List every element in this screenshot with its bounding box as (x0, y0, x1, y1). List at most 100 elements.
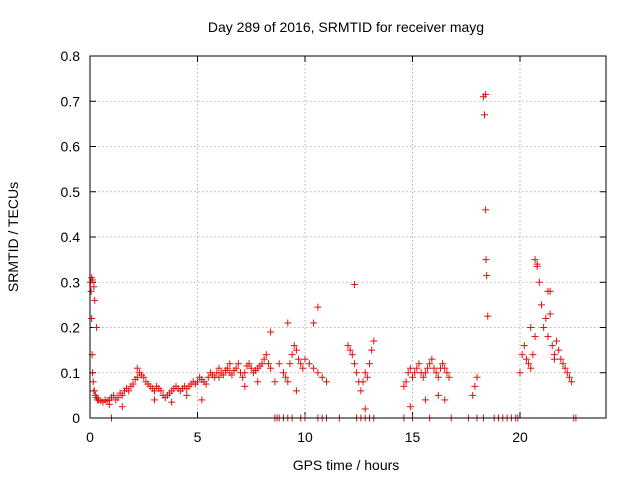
data-point (370, 337, 378, 345)
data-point (292, 387, 300, 395)
data-point (224, 364, 232, 372)
y-tick-label: 0.3 (61, 274, 81, 290)
data-point (426, 360, 434, 368)
data-point (413, 364, 421, 372)
data-points (86, 90, 580, 422)
data-point (544, 333, 552, 341)
data-point (318, 373, 326, 381)
data-point (288, 351, 296, 359)
data-point (529, 351, 537, 359)
data-point (129, 380, 137, 388)
x-tick-label: 5 (194, 429, 202, 445)
data-point (157, 387, 165, 395)
data-point (357, 387, 365, 395)
data-point (557, 355, 565, 363)
data-point (527, 364, 535, 372)
data-point (350, 281, 358, 289)
data-point (245, 360, 253, 368)
data-point (151, 387, 158, 395)
y-tick-label: 0.4 (61, 229, 81, 245)
data-point (565, 373, 573, 381)
x-tick-label: 0 (86, 429, 94, 445)
data-point (241, 369, 249, 377)
data-point (264, 360, 272, 368)
data-point (548, 342, 556, 350)
data-point (484, 312, 492, 320)
data-point (348, 351, 356, 359)
data-point (366, 360, 373, 368)
y-tick-label: 0.7 (61, 93, 81, 109)
x-axis-label: GPS time / hours (293, 457, 400, 473)
data-point (346, 346, 354, 354)
data-point (419, 373, 427, 381)
data-point (518, 351, 526, 359)
chart-title: Day 289 of 2016, SRMTID for receiver may… (208, 19, 484, 35)
y-tick-label: 0.5 (61, 184, 81, 200)
x-tick-label: 10 (297, 429, 313, 445)
data-point (540, 324, 548, 331)
data-point (267, 328, 275, 336)
data-point (168, 398, 176, 406)
data-point (363, 373, 371, 381)
data-point (527, 324, 535, 331)
data-point (359, 378, 367, 386)
y-tick-label: 0.8 (61, 48, 81, 64)
data-point (368, 346, 376, 354)
data-point (421, 369, 429, 377)
data-point (421, 396, 429, 404)
axis-ticks: 0 0.1 0.2 0.3 0.4 0.5 0.6 0.7 0.8 0 5 10 15 20 (61, 48, 606, 445)
y-tick-label: 0.2 (61, 320, 81, 336)
data-point (323, 378, 330, 386)
data-point (234, 360, 242, 368)
data-point (247, 364, 255, 372)
data-point (286, 360, 294, 368)
data-point (133, 373, 141, 381)
data-point (290, 342, 298, 350)
data-point (544, 287, 552, 295)
grid-lines (90, 56, 606, 418)
data-point (198, 396, 206, 404)
data-point (92, 324, 100, 331)
data-point (525, 360, 533, 368)
data-point (284, 378, 292, 386)
data-point (292, 346, 300, 354)
data-point (553, 337, 561, 345)
data-point (445, 373, 453, 381)
data-point (533, 262, 541, 270)
data-point (87, 287, 95, 295)
data-point (411, 369, 419, 377)
data-point (219, 371, 227, 379)
data-point (118, 403, 126, 411)
data-point (284, 319, 292, 327)
data-point (535, 278, 543, 286)
data-point (522, 355, 530, 363)
data-point (151, 396, 158, 404)
data-point (88, 314, 96, 322)
data-point (297, 360, 305, 368)
data-point (228, 371, 236, 379)
data-point (254, 378, 262, 386)
data-point (260, 355, 268, 363)
data-point (267, 364, 275, 372)
data-point (482, 256, 490, 264)
y-tick-label: 0 (72, 410, 80, 426)
data-point (202, 380, 210, 388)
data-point (133, 364, 141, 372)
data-point (561, 364, 569, 372)
data-point (226, 360, 234, 368)
data-point (439, 360, 447, 368)
data-point (520, 342, 528, 350)
data-point (406, 403, 414, 411)
data-point (361, 369, 369, 377)
data-point (239, 373, 247, 381)
data-point (232, 364, 240, 372)
data-point (310, 319, 318, 327)
data-point (314, 369, 322, 377)
data-point (183, 391, 191, 399)
data-point (469, 391, 477, 399)
data-point (301, 355, 309, 363)
data-point (258, 360, 266, 368)
data-point (90, 387, 98, 395)
data-point (241, 382, 249, 390)
data-point (91, 296, 99, 304)
